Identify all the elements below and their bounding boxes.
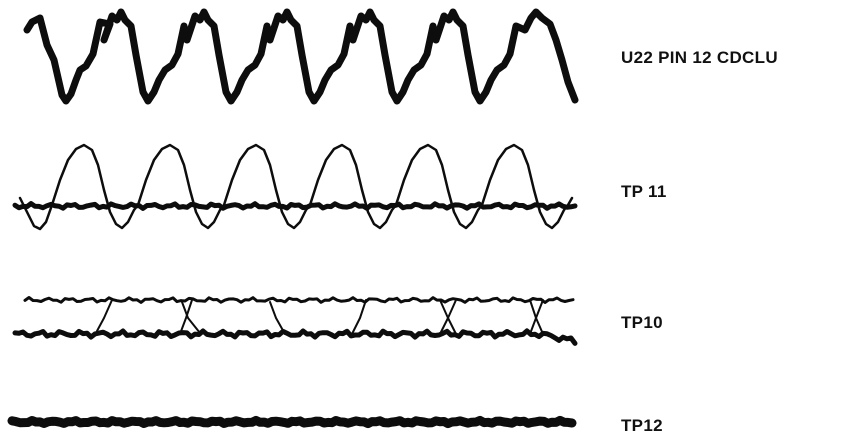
trace-tp12-line: [7, 415, 577, 429]
trace-u22-pin12-cdclu-line: [23, 8, 579, 105]
trace-tp10-upper-band: [23, 296, 575, 304]
trace-tp10-transition-5: [351, 299, 367, 335]
trace-tp10-transition-3: [179, 299, 193, 335]
trace-label-tp11: TP 11: [621, 182, 667, 201]
trace-tp11-baseline: [12, 201, 578, 211]
trace-tp10-lower-band: [12, 328, 578, 346]
trace-label-tp10: TP10: [621, 313, 663, 332]
trace-tp11: [12, 143, 578, 231]
trace-tp10-transition-2: [181, 301, 201, 334]
trace-label-u22-pin12-cdclu: U22 PIN 12 CDCLU: [621, 48, 778, 67]
trace-tp12: [7, 415, 577, 429]
trace-tp10-transition-1: [96, 299, 113, 332]
trace-tp10-transition-7: [439, 299, 457, 335]
trace-tp10-transition-9: [529, 299, 544, 335]
trace-tp11-pulse: [18, 143, 574, 231]
trace-u22-pin12-cdclu: [23, 8, 579, 105]
trace-tp10: [12, 296, 578, 346]
trace-tp10-transition-4: [269, 301, 286, 335]
trace-label-tp12: TP12: [621, 416, 663, 435]
